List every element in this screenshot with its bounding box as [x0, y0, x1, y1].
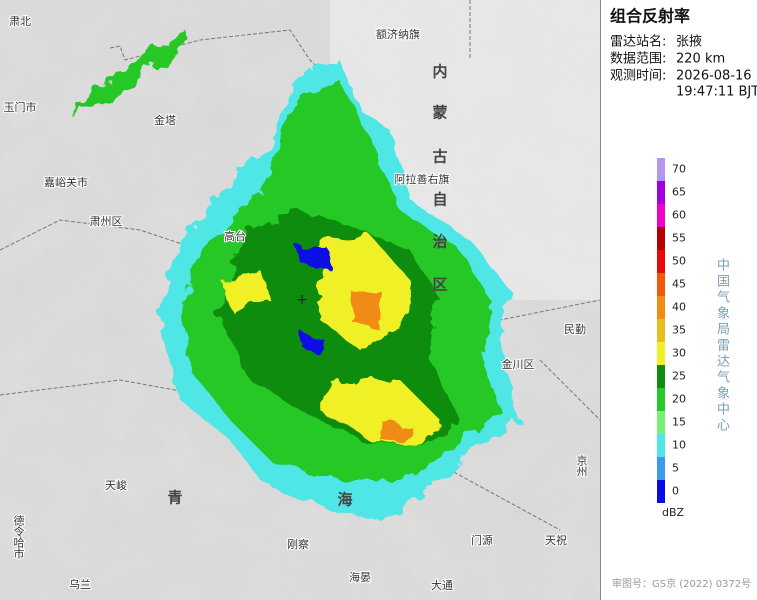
legend-swatch: [657, 227, 665, 250]
legend-swatch: [657, 296, 665, 319]
place-label: 嘉峪关市: [44, 175, 88, 189]
legend-label: 55: [672, 232, 686, 245]
legend-swatch: [657, 365, 665, 388]
legend-label: 70: [672, 163, 686, 176]
legend-swatch: [657, 204, 665, 227]
legend-swatch: [657, 342, 665, 365]
place-label: 阿拉善右旗: [395, 172, 450, 186]
place-label: 肃州区: [90, 215, 123, 228]
info-value: 19:47:11 BJT: [676, 85, 757, 100]
legend-label: 35: [672, 324, 686, 337]
legend-swatch: [657, 319, 665, 342]
legend-swatch: [657, 181, 665, 204]
info-value: 220 km: [676, 52, 725, 67]
legend-label: 0: [672, 485, 679, 498]
legend-label: 30: [672, 347, 686, 360]
place-label: 民勤: [564, 323, 586, 336]
legend-unit: dBZ: [662, 506, 685, 519]
place-label: 海晏: [349, 570, 371, 584]
place-label: 大通: [431, 578, 453, 592]
echo: [350, 290, 410, 445]
info-value: 2026-08-16: [676, 69, 752, 84]
region-label: 海: [337, 491, 352, 509]
legend-swatch: [657, 273, 665, 296]
legend-label: 40: [672, 301, 686, 314]
legend-label: 50: [672, 255, 686, 268]
legend-label: 15: [672, 416, 686, 429]
place-label: 金川区: [502, 357, 535, 371]
region-label: 内: [432, 63, 447, 81]
legend-label: 60: [672, 209, 686, 222]
panel-title: 组合反射率: [610, 7, 690, 26]
legend-label: 5: [672, 462, 679, 475]
legend-label: 10: [672, 439, 686, 452]
credit: 中国气象局雷达气象中心: [714, 258, 729, 434]
place-label: 德令哈市: [12, 514, 25, 560]
place-label: 金塔: [154, 113, 176, 127]
radar-echo: [70, 30, 520, 520]
legend-swatch: [657, 388, 665, 411]
legend-swatch: [657, 434, 665, 457]
legend-label: 65: [672, 186, 686, 199]
region-label: 蒙: [432, 104, 447, 122]
radar-site: +: [296, 292, 308, 308]
echo: [220, 235, 440, 450]
legend-swatch: [657, 457, 665, 480]
legend-swatch: [657, 250, 665, 273]
place-label: 肃北: [9, 15, 31, 28]
info-value: 张掖: [676, 35, 702, 50]
legend-swatch: [657, 480, 665, 503]
echo: [295, 245, 330, 355]
place-label: 额济纳旗: [376, 27, 420, 41]
info-label: 观测时间:: [610, 69, 666, 84]
region-label: 自: [432, 191, 447, 209]
legend-label: 45: [672, 278, 686, 291]
place-label: 天峻: [105, 478, 127, 492]
legend-label: 20: [672, 393, 686, 406]
region-label: 治: [432, 233, 447, 251]
legend-swatch: [657, 158, 665, 181]
footer: 审图号：GS京 (2022) 0372号: [612, 577, 751, 590]
panel: 组合反射率 dBZ 审图号：GS京 (2022) 0372号 雷达站名: 张掖数据…: [600, 0, 757, 600]
info-label: 数据范围:: [610, 52, 666, 67]
place-label: 天祝: [545, 533, 567, 547]
place-label: 玉门市: [4, 100, 37, 114]
region-label: 古: [432, 148, 447, 166]
legend-label: 25: [672, 370, 686, 383]
place-label: 高台: [224, 229, 246, 243]
place-label: 乌兰: [69, 577, 91, 591]
region-label: 区: [432, 276, 447, 294]
place-label: 京州: [575, 454, 588, 477]
echo: [70, 30, 190, 115]
info-label: 雷达站名:: [610, 34, 666, 50]
region-label: 青: [167, 489, 182, 507]
place-label: 门源: [471, 533, 493, 547]
boundary: [0, 0, 600, 531]
place-label: 刚察: [287, 537, 309, 551]
legend-swatch: [657, 411, 665, 434]
